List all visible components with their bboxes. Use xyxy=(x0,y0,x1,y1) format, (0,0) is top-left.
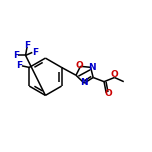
Text: F: F xyxy=(16,61,22,70)
Text: N: N xyxy=(80,78,88,87)
Text: O: O xyxy=(111,70,118,79)
Text: O: O xyxy=(105,88,112,98)
Text: F: F xyxy=(24,41,30,50)
Text: F: F xyxy=(32,48,38,57)
Text: N: N xyxy=(88,62,96,72)
Text: O: O xyxy=(75,61,83,70)
Text: F: F xyxy=(13,51,19,60)
